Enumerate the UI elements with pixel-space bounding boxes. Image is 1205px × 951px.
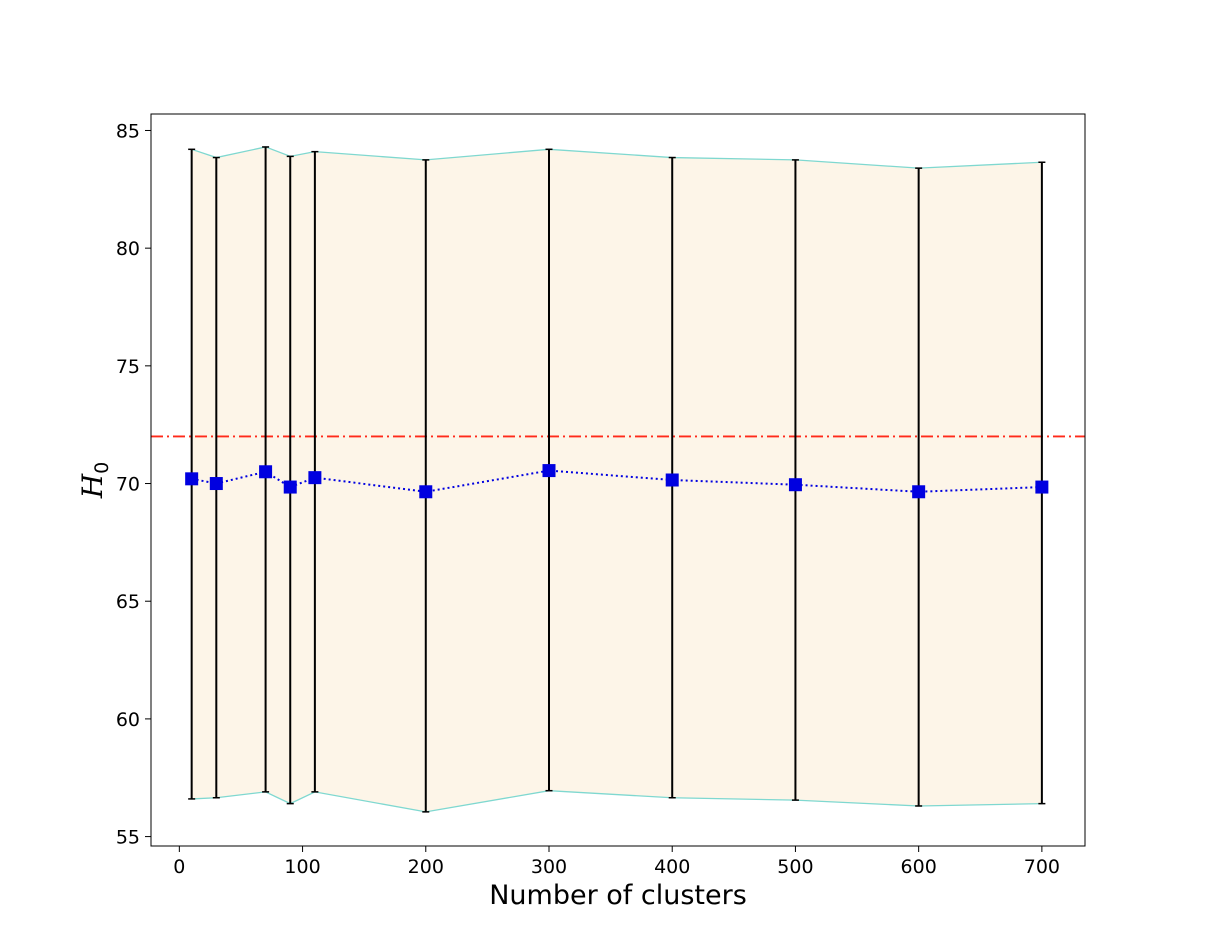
y-tick-label: 65 — [116, 591, 140, 613]
y-tick-label: 70 — [116, 474, 140, 496]
series-line — [191, 469, 1042, 493]
y-tick-label: 80 — [116, 238, 140, 260]
error-bar — [286, 155, 294, 805]
data-point — [1035, 480, 1049, 494]
y-tick-label: 75 — [116, 356, 140, 378]
x-axis-title: Number of clusters — [489, 880, 747, 911]
y-tick-label: 60 — [116, 709, 140, 731]
data-point — [665, 473, 679, 487]
confidence-band — [191, 146, 1042, 812]
data-point — [283, 480, 297, 494]
x-tick-label: 400 — [654, 856, 690, 878]
axes-frame — [150, 113, 1086, 847]
plot-area — [151, 146, 1085, 813]
data-point — [209, 477, 223, 491]
y-axis-title: H0 — [76, 462, 113, 500]
data-point — [419, 485, 433, 499]
data-point — [259, 465, 273, 479]
data-point — [788, 478, 802, 492]
y-axis-title-main: H — [76, 473, 109, 499]
y-axis-title-subscript: 0 — [91, 462, 113, 474]
svg-text:H0: H0 — [76, 462, 113, 500]
y-tick-label: 85 — [116, 120, 140, 142]
x-tick-label: 500 — [777, 856, 813, 878]
x-tick-label: 600 — [901, 856, 937, 878]
y-tick-label: 55 — [116, 827, 140, 849]
x-tick-label: 300 — [531, 856, 567, 878]
x-tick-label: 200 — [408, 856, 444, 878]
axis-ticks: 0 100 200 300 400 500 600 700 55 60 65 70 75 80 85 — [116, 120, 1060, 878]
data-point — [308, 471, 322, 485]
data-point — [185, 472, 199, 486]
x-tick-label: 100 — [284, 856, 320, 878]
x-tick-label: 0 — [173, 856, 185, 878]
data-point — [912, 485, 926, 499]
x-tick-label: 700 — [1024, 856, 1060, 878]
data-point — [542, 464, 556, 478]
